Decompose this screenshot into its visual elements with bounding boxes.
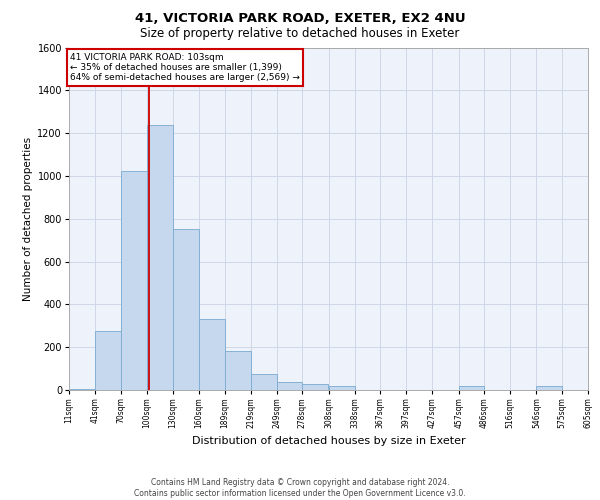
- Bar: [458, 386, 484, 390]
- Bar: [302, 384, 329, 390]
- Bar: [95, 331, 121, 390]
- Text: Contains HM Land Registry data © Crown copyright and database right 2024.
Contai: Contains HM Land Registry data © Crown c…: [134, 478, 466, 498]
- Bar: [69, 388, 95, 390]
- X-axis label: Distribution of detached houses by size in Exeter: Distribution of detached houses by size …: [191, 436, 466, 446]
- Text: 41, VICTORIA PARK ROAD, EXETER, EX2 4NU: 41, VICTORIA PARK ROAD, EXETER, EX2 4NU: [134, 12, 466, 26]
- Bar: [147, 124, 173, 390]
- Y-axis label: Number of detached properties: Number of detached properties: [23, 136, 33, 301]
- Bar: [251, 374, 277, 390]
- Bar: [121, 170, 147, 390]
- Bar: [536, 386, 562, 390]
- Bar: [199, 320, 224, 390]
- Text: 41 VICTORIA PARK ROAD: 103sqm
← 35% of detached houses are smaller (1,399)
64% o: 41 VICTORIA PARK ROAD: 103sqm ← 35% of d…: [70, 52, 300, 82]
- Bar: [173, 230, 199, 390]
- Bar: [277, 382, 302, 390]
- Bar: [224, 352, 251, 390]
- Bar: [329, 386, 355, 390]
- Text: Size of property relative to detached houses in Exeter: Size of property relative to detached ho…: [140, 28, 460, 40]
